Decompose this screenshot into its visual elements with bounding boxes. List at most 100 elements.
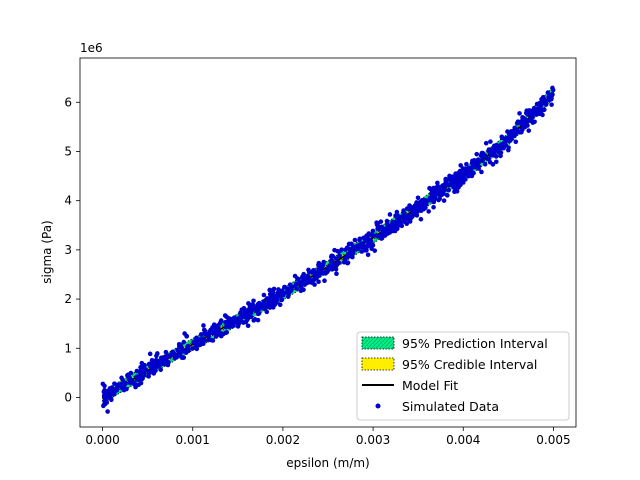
data-point bbox=[271, 302, 277, 308]
data-point bbox=[308, 278, 314, 284]
data-point bbox=[537, 100, 542, 106]
data-point bbox=[403, 214, 408, 220]
data-point bbox=[139, 377, 144, 382]
data-point bbox=[426, 209, 431, 214]
data-point bbox=[445, 193, 450, 198]
y-tick-label: 6 bbox=[64, 95, 72, 109]
data-point bbox=[218, 318, 224, 323]
data-point bbox=[375, 234, 381, 239]
data-point bbox=[359, 244, 365, 250]
data-point bbox=[287, 282, 293, 287]
data-point bbox=[329, 258, 335, 264]
data-point bbox=[350, 244, 356, 250]
legend-swatch-credible-interval bbox=[361, 357, 395, 371]
data-point bbox=[348, 251, 354, 256]
data-point bbox=[367, 237, 372, 243]
data-point bbox=[483, 140, 489, 146]
data-point bbox=[215, 323, 221, 328]
data-point bbox=[446, 182, 452, 188]
data-point bbox=[375, 226, 380, 231]
data-point bbox=[532, 119, 537, 125]
plot-area bbox=[100, 85, 556, 414]
data-point bbox=[349, 241, 354, 247]
data-point bbox=[337, 253, 342, 259]
data-point bbox=[543, 102, 549, 107]
data-point bbox=[167, 354, 173, 359]
data-point bbox=[525, 123, 530, 128]
data-point bbox=[306, 269, 312, 275]
data-point bbox=[146, 369, 152, 375]
data-point bbox=[322, 278, 327, 284]
data-point bbox=[459, 176, 465, 182]
data-point bbox=[429, 189, 435, 195]
y-tick-label: 3 bbox=[64, 243, 72, 257]
data-point bbox=[305, 275, 311, 281]
data-point bbox=[211, 322, 217, 327]
data-point bbox=[125, 373, 130, 378]
legend-label-simulated-data: Simulated Data bbox=[402, 399, 499, 414]
legend: 95% Prediction Interval 95% Credible Int… bbox=[356, 331, 570, 421]
data-point bbox=[458, 163, 463, 168]
data-point bbox=[226, 324, 232, 330]
data-point bbox=[105, 409, 110, 414]
data-point bbox=[264, 309, 270, 315]
data-point bbox=[486, 147, 492, 152]
data-point bbox=[345, 260, 351, 266]
data-point bbox=[474, 151, 480, 157]
data-point bbox=[408, 204, 413, 210]
data-point bbox=[394, 209, 400, 215]
y-tick-label: 1 bbox=[64, 341, 72, 355]
data-point bbox=[194, 346, 200, 352]
data-point bbox=[535, 106, 541, 111]
data-point bbox=[488, 139, 493, 144]
legend-swatch-prediction-interval bbox=[361, 336, 395, 350]
data-point bbox=[365, 252, 371, 258]
data-point bbox=[182, 331, 187, 336]
data-point bbox=[321, 259, 327, 265]
data-point bbox=[520, 116, 526, 121]
data-point bbox=[452, 174, 457, 180]
data-point bbox=[103, 390, 109, 396]
data-point bbox=[251, 298, 256, 304]
x-tick-label: 0.005 bbox=[536, 433, 570, 447]
data-point bbox=[277, 302, 283, 307]
data-point bbox=[545, 90, 551, 95]
data-point bbox=[138, 380, 144, 386]
data-point bbox=[369, 246, 374, 251]
data-point bbox=[316, 279, 321, 285]
data-point bbox=[102, 398, 107, 404]
data-point bbox=[404, 221, 410, 226]
data-point bbox=[304, 279, 310, 285]
data-point bbox=[476, 158, 481, 163]
data-point bbox=[177, 344, 182, 349]
data-point bbox=[155, 351, 160, 356]
data-point bbox=[316, 267, 321, 273]
data-point bbox=[236, 321, 241, 327]
data-point bbox=[268, 292, 274, 298]
y-tick-label: 4 bbox=[64, 194, 72, 208]
data-point bbox=[384, 221, 390, 227]
data-point bbox=[493, 154, 499, 159]
data-point bbox=[181, 349, 187, 354]
data-point bbox=[527, 112, 532, 117]
data-point bbox=[261, 292, 267, 298]
data-point bbox=[343, 257, 348, 262]
data-point bbox=[134, 377, 140, 382]
data-point bbox=[509, 132, 515, 138]
data-point bbox=[421, 206, 426, 212]
data-point bbox=[220, 331, 226, 337]
x-tick-label: 0.002 bbox=[266, 433, 300, 447]
data-point bbox=[431, 199, 437, 205]
data-point bbox=[264, 296, 270, 301]
data-point bbox=[440, 184, 445, 190]
data-point bbox=[479, 169, 484, 175]
data-point bbox=[142, 362, 147, 368]
data-point bbox=[381, 230, 386, 235]
data-point bbox=[490, 162, 496, 167]
y-offset-label: 1e6 bbox=[80, 41, 103, 55]
data-point bbox=[357, 237, 362, 243]
data-point bbox=[546, 94, 552, 100]
legend-frame bbox=[356, 331, 570, 421]
y-tick-label: 2 bbox=[64, 292, 72, 306]
data-point bbox=[129, 378, 135, 383]
